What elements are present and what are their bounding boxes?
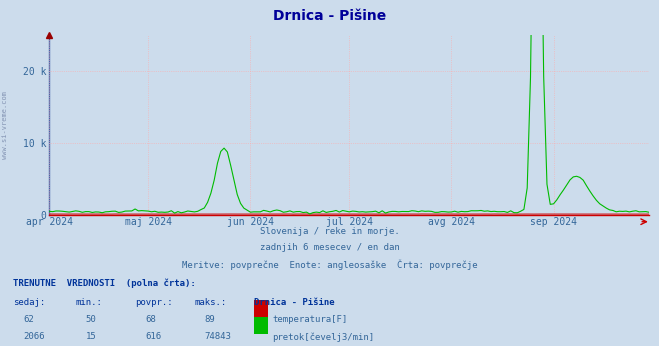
Text: Slovenija / reke in morje.: Slovenija / reke in morje. [260,227,399,236]
Text: 50: 50 [86,315,96,324]
Text: 62: 62 [23,315,34,324]
Text: 68: 68 [145,315,156,324]
Text: Drnica - Pišine: Drnica - Pišine [273,9,386,22]
Text: Meritve: povprečne  Enote: angleosaške  Črta: povprečje: Meritve: povprečne Enote: angleosaške Čr… [182,260,477,270]
Text: 89: 89 [204,315,215,324]
Text: povpr.:: povpr.: [135,298,173,307]
Text: min.:: min.: [76,298,103,307]
Text: 15: 15 [86,332,96,341]
Text: zadnjih 6 mesecev / en dan: zadnjih 6 mesecev / en dan [260,243,399,252]
Text: 74843: 74843 [204,332,231,341]
Text: 616: 616 [145,332,161,341]
Text: www.si-vreme.com: www.si-vreme.com [2,91,9,158]
Text: sedaj:: sedaj: [13,298,45,307]
Text: TRENUTNE  VREDNOSTI  (polna črta):: TRENUTNE VREDNOSTI (polna črta): [13,279,196,288]
Text: Drnica - Pišine: Drnica - Pišine [254,298,334,307]
Text: 2066: 2066 [23,332,45,341]
Text: pretok[čevelj3/min]: pretok[čevelj3/min] [272,332,374,342]
Text: temperatura[F]: temperatura[F] [272,315,347,324]
Text: maks.:: maks.: [194,298,227,307]
